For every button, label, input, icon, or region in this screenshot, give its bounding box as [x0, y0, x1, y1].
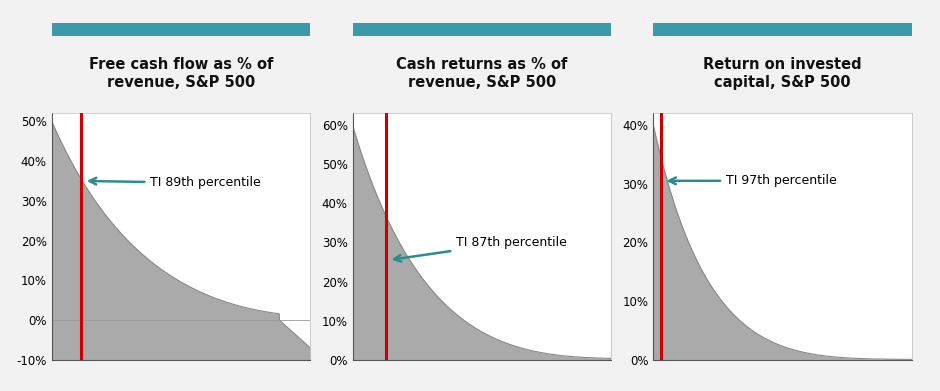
Text: Return on invested
capital, S&P 500: Return on invested capital, S&P 500: [703, 57, 862, 90]
Text: TI 87th percentile: TI 87th percentile: [394, 236, 567, 262]
Text: Cash returns as % of
revenue, S&P 500: Cash returns as % of revenue, S&P 500: [396, 57, 568, 90]
Text: Free cash flow as % of
revenue, S&P 500: Free cash flow as % of revenue, S&P 500: [88, 57, 274, 90]
Bar: [352, 23, 611, 36]
Text: TI 97th percentile: TI 97th percentile: [669, 174, 837, 187]
Bar: [52, 23, 310, 36]
Bar: [653, 23, 912, 36]
Text: TI 89th percentile: TI 89th percentile: [89, 176, 260, 189]
